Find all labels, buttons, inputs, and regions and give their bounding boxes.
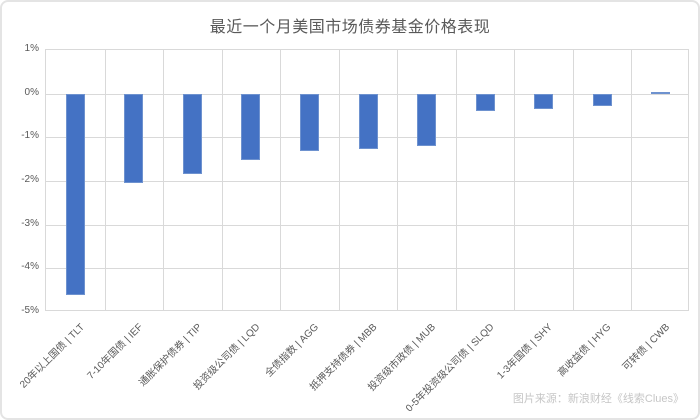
chart-title: 最近一个月美国市场债券基金价格表现 — [209, 19, 491, 36]
x-tick-label: 7-10年国债 | IEF — [85, 321, 146, 382]
bar-1 — [124, 93, 144, 184]
bar-4 — [299, 93, 319, 151]
x-tick-label: 可转债 | CWB — [621, 321, 673, 374]
v-gridline — [104, 50, 106, 310]
plot-area — [45, 49, 689, 311]
v-gridline — [221, 50, 223, 310]
bar-10 — [651, 92, 671, 95]
bar-3 — [241, 93, 261, 161]
bar-2 — [182, 93, 202, 174]
h-gridline — [46, 181, 688, 182]
y-tick-label: -5% — [21, 305, 39, 316]
bar-7 — [475, 93, 495, 112]
bar-5 — [358, 93, 378, 149]
y-tick-label: 1% — [24, 43, 39, 54]
v-gridline — [455, 50, 457, 310]
bar-9 — [592, 93, 612, 106]
bar-8 — [534, 93, 554, 109]
bar-6 — [417, 93, 437, 147]
v-gridline — [514, 50, 516, 310]
x-tick-label: 20年以上国债 | TLT — [18, 321, 87, 391]
y-tick-label: -3% — [21, 217, 39, 229]
source-credit: 图片来源：新浪财经《线索Clues》 — [512, 393, 684, 405]
y-tick-label: -2% — [21, 174, 39, 185]
x-tick-label: 全债指数 | AGG — [263, 321, 322, 380]
y-tick-label: -4% — [21, 261, 39, 273]
v-gridline — [280, 50, 282, 310]
x-tick-label: 1-3年国债 | SHY — [495, 321, 556, 382]
v-gridline — [572, 50, 574, 310]
v-gridline — [338, 50, 340, 310]
v-gridline — [397, 50, 399, 310]
v-gridline — [163, 50, 165, 310]
x-tick-label: 高收益债 | HYG — [556, 321, 614, 379]
v-gridline — [631, 50, 633, 310]
y-tick-label: 0% — [24, 86, 39, 98]
h-gridline — [46, 268, 688, 270]
y-tick-label: -1% — [21, 130, 39, 142]
bar-0 — [65, 93, 85, 295]
h-gridline — [46, 224, 688, 226]
